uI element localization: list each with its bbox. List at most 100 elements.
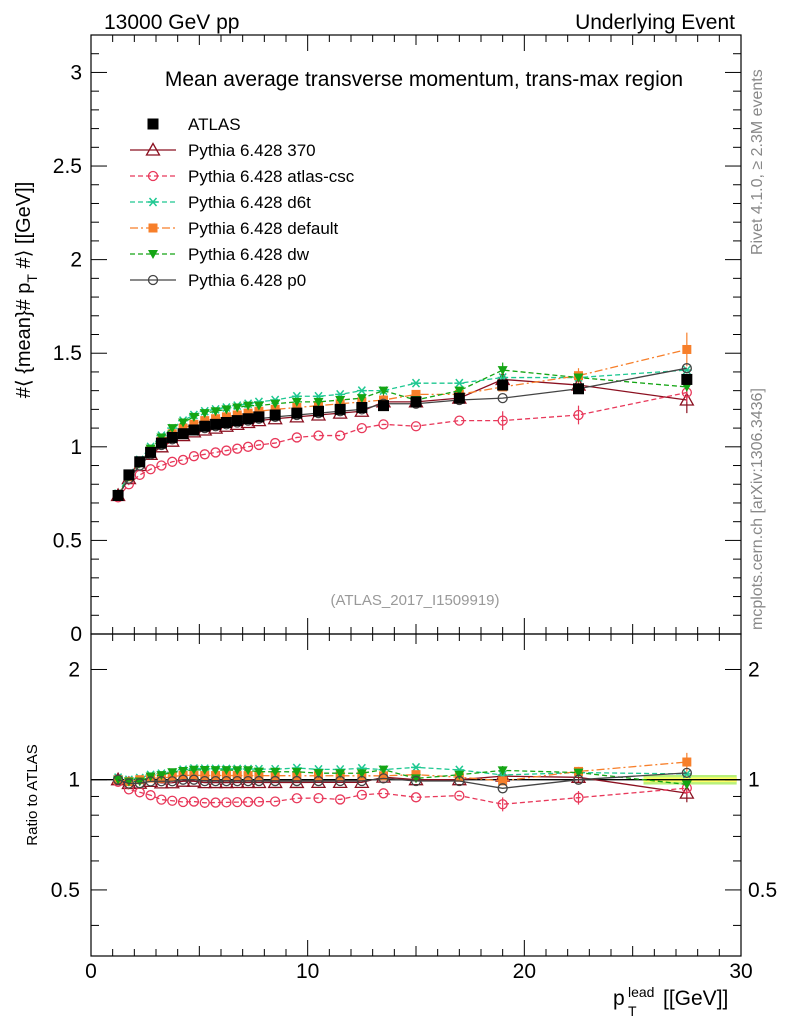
ratio-point-p0	[123, 778, 135, 789]
point-atlascsc	[356, 422, 367, 434]
ratio-point-p0	[573, 774, 584, 785]
ratio-point-p0	[232, 775, 243, 787]
ratio-point-ATLAS	[498, 775, 507, 784]
ratio-point-p0	[145, 776, 156, 787]
ratio-point-atlascsc	[356, 789, 367, 801]
point-ATLAS	[291, 407, 303, 419]
ratio-point-dw	[178, 767, 189, 777]
ratio-point-p0	[199, 775, 210, 787]
ratio-point-ATLAS	[157, 775, 166, 784]
series-atlascsc	[112, 383, 692, 503]
legend-marker-dw	[148, 250, 158, 259]
x-tick-label: 30	[729, 960, 752, 983]
point-dw	[313, 397, 324, 407]
ratio-point-ATLAS	[244, 775, 253, 784]
ratio-point-ATLAS	[412, 775, 421, 784]
ratio-point-dw	[199, 765, 210, 775]
ratio-point-p0	[210, 775, 221, 787]
x-axis-label: p T lead [[GeV]]	[613, 984, 728, 1019]
ratio-point-ATLAS	[254, 775, 263, 784]
point-ATLAS	[253, 411, 265, 423]
series-line-atlascsc	[117, 391, 687, 498]
point-default	[232, 410, 242, 420]
ratio-point-p0	[221, 775, 232, 787]
ratio-point-dw	[313, 769, 324, 779]
x-tick-label: 20	[513, 960, 536, 983]
point-p0	[497, 392, 508, 404]
chart-title: Mean average transverse momentum, trans-…	[165, 68, 683, 91]
ratio-point-dw	[356, 769, 367, 779]
header-left: 13000 GeV pp	[104, 11, 239, 34]
point-ATLAS	[410, 396, 422, 408]
point-ATLAS	[313, 405, 324, 417]
point-atlascsc	[313, 430, 324, 441]
ratio-point-p0	[291, 775, 302, 787]
point-atlascsc	[253, 439, 265, 451]
ratio-point-atlascsc	[378, 788, 389, 799]
legend-marker-ATLAS	[147, 118, 159, 130]
ratio-point-dw	[681, 780, 692, 790]
ratio-point-ATLAS	[455, 775, 464, 784]
ratio-point-atlascsc	[167, 795, 178, 806]
x-tick-label: 10	[296, 960, 319, 983]
ratio-panel-frame	[90, 633, 742, 957]
point-default	[254, 406, 264, 416]
ratio-point-default	[379, 771, 388, 781]
ratio-point-ATLAS	[146, 775, 155, 784]
point-atlascsc	[199, 449, 210, 460]
point-dw	[681, 382, 692, 392]
ratio-point-p0	[167, 776, 178, 787]
ratio-point-default	[682, 757, 692, 767]
point-default	[200, 416, 210, 426]
side-label-bottom: mcplots.cern.ch [arXiv:1306.3436]	[749, 388, 766, 630]
point-ATLAS	[269, 409, 281, 421]
ratio-point-p0	[681, 767, 692, 778]
ratio-data-layer	[110, 752, 695, 812]
series-default	[113, 332, 692, 500]
svg-text:[[GeV]]: [[GeV]]	[663, 987, 728, 1010]
point-dw	[167, 424, 178, 434]
ratio-point-p0	[242, 775, 254, 787]
point-default	[221, 412, 231, 422]
point-dw	[335, 396, 346, 406]
ratio-point-p370	[218, 774, 235, 789]
ratio-point-dw	[454, 770, 465, 780]
ratio-point-dw	[188, 765, 199, 775]
point-atlascsc	[177, 454, 189, 466]
point-atlascsc	[270, 437, 281, 449]
ratio-line-p0	[117, 772, 687, 789]
point-atlascsc	[134, 469, 145, 481]
legend-label-ATLAS: ATLAS	[188, 115, 241, 134]
ratio-y-tick-label: 2	[68, 658, 80, 681]
point-atlascsc	[156, 460, 167, 471]
point-atlascsc	[335, 430, 346, 441]
ratio-y-tick-label-right: 0.5	[748, 879, 777, 902]
ratio-y-tick-label: 1	[68, 769, 80, 792]
ratio-point-p0	[335, 775, 346, 787]
ratio-y-tick-label-right: 1	[748, 769, 760, 792]
point-dw	[356, 394, 367, 404]
point-ATLAS	[155, 437, 167, 449]
ratio-point-ATLAS	[574, 775, 583, 784]
ratio-point-dw	[291, 767, 302, 777]
point-dw	[199, 409, 210, 419]
legend-marker-d6t-stroke	[148, 197, 158, 207]
ratio-point-dw	[335, 769, 346, 779]
legend-marker-d6t	[148, 197, 158, 207]
point-atlascsc	[167, 456, 178, 467]
point-atlascsc	[232, 443, 243, 454]
legend: ATLAS Pythia 6.428 370 Pythia 6.428 atlas-…	[130, 115, 355, 290]
point-p0	[681, 363, 692, 374]
point-default	[189, 419, 199, 429]
legend-label-default: Pythia 6.428 default	[188, 219, 339, 238]
y-tick-label: 3	[70, 61, 82, 84]
ratio-point-dw	[497, 766, 508, 776]
point-ATLAS	[166, 431, 178, 443]
point-d6t	[356, 386, 367, 396]
ratio-point-atlascsc	[156, 794, 167, 805]
ratio-point-default	[243, 771, 253, 781]
point-dw	[253, 401, 264, 411]
y-tick-label: 2	[70, 249, 82, 272]
legend-label-p370: Pythia 6.428 370	[188, 141, 316, 160]
